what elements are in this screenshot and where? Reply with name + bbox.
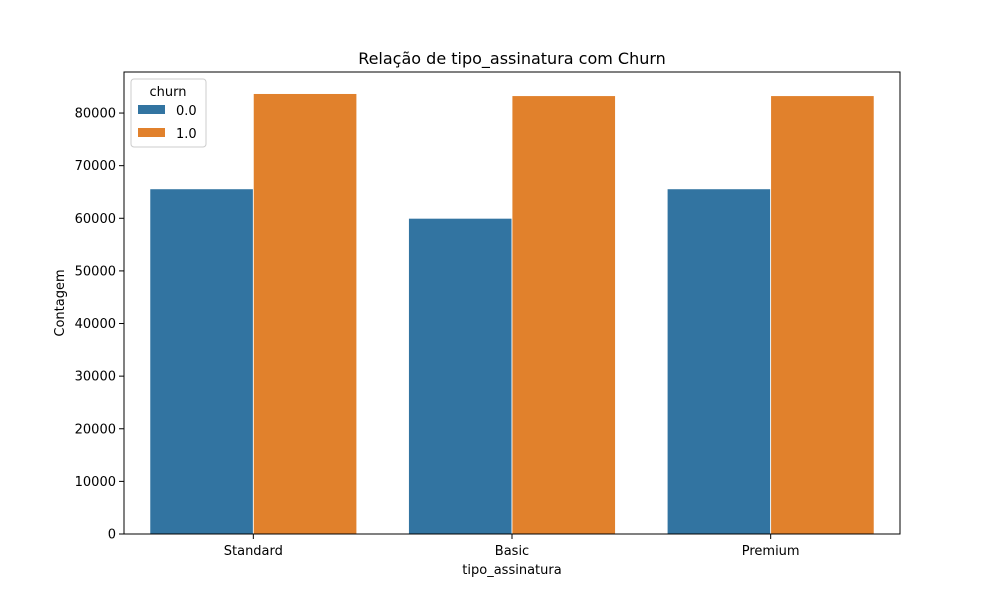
y-axis-ticks: 0 10000 20000 30000 40000 50000 60000 70000 8000… [75,107,124,543]
y-tick-label: 40000 [75,317,116,332]
y-tick-label: 70000 [75,159,116,174]
x-axis-ticks: Standard Basic Premium [224,534,800,559]
bars-layer [149,93,875,535]
legend-title: churn [150,85,187,100]
y-tick-label: 20000 [75,422,116,437]
x-tick-label-premium: Premium [742,544,800,559]
y-tick-label: 0 [108,528,116,543]
y-tick-label: 30000 [75,370,116,385]
y-tick-label: 80000 [75,107,116,122]
bar-premium-series-1 [770,95,875,535]
legend-label-series-0: 0.0 [176,104,197,119]
x-tick-label-basic: Basic [495,544,529,559]
x-axis-label: tipo_assinatura [462,563,561,578]
legend-label-series-1: 1.0 [176,127,197,142]
bar-premium-series-0 [666,188,772,535]
legend-swatch-series-1 [138,128,165,137]
chart-title: Relação de tipo_assinatura com Churn [358,49,666,69]
bar-basic-series-1 [511,95,616,535]
bar-basic-series-0 [408,217,513,535]
y-tick-label: 60000 [75,212,116,227]
plot-frame [123,71,901,535]
x-tick-label-standard: Standard [224,544,283,559]
bar-standard-series-1 [252,93,358,535]
bar-standard-series-0 [149,188,254,535]
legend: churn 0.0 1.0 [130,78,207,148]
y-tick-label: 10000 [75,475,116,490]
y-tick-label: 50000 [75,264,116,279]
legend-swatch-series-0 [138,105,165,114]
y-axis-label: Contagem [53,269,68,336]
